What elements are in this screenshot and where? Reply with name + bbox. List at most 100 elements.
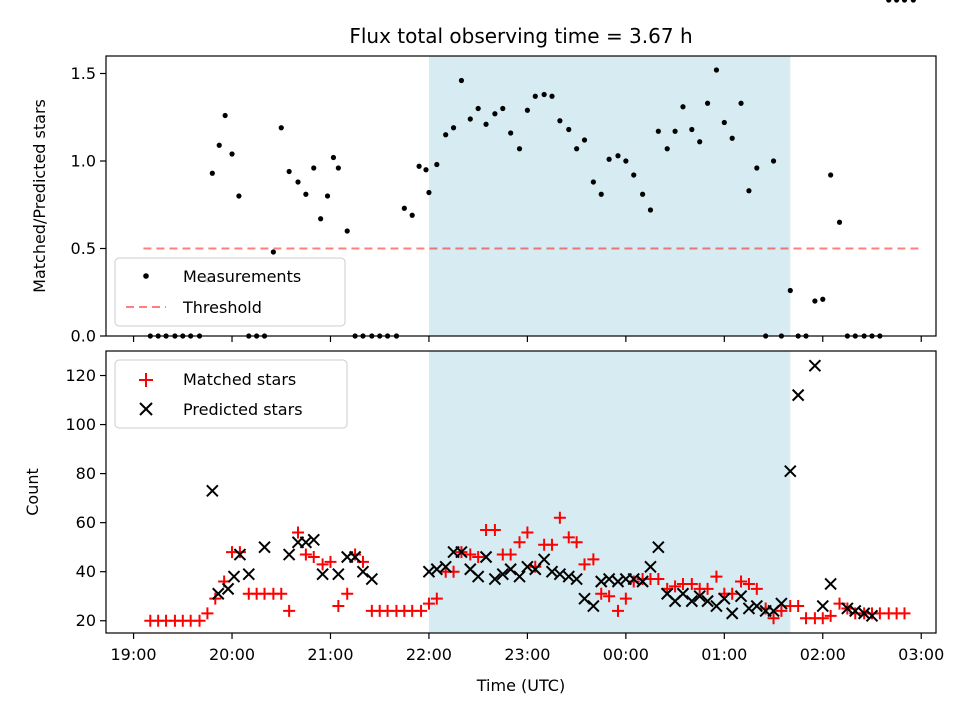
matched-star-point: [415, 604, 428, 617]
top-panel-shaded-interval: [428, 56, 791, 336]
predicted-star-point: [307, 533, 320, 547]
measurement-point: [508, 130, 514, 136]
measurement-point: [647, 207, 654, 213]
matched-star-point: [422, 597, 435, 610]
measurement-point: [318, 216, 324, 222]
predicted-star-point: [849, 604, 862, 618]
measurement-point: [236, 193, 242, 199]
top-y-axis-label: Matched/Predicted stars: [30, 99, 49, 293]
matched-star-point: [735, 575, 748, 588]
matched-star-point: [824, 609, 837, 622]
predicted-star-point: [841, 602, 854, 615]
matched-star-point: [529, 560, 542, 573]
matched-star-point: [578, 558, 591, 571]
matched-star-point: [316, 558, 329, 571]
measurement-point: [704, 100, 711, 106]
matched-star-point: [898, 607, 911, 620]
predicted-star-point: [693, 590, 706, 603]
matched-star-point: [324, 555, 337, 568]
predicted-star-point: [808, 359, 822, 372]
measurement-point: [590, 179, 596, 185]
measurement-point: [770, 158, 777, 164]
measurement-point: [713, 67, 720, 73]
measurement-point: [335, 165, 341, 171]
predicted-star-point: [595, 575, 608, 588]
matched-star-point: [553, 511, 566, 524]
matched-star-point: [349, 548, 362, 561]
predicted-star-point: [513, 570, 526, 583]
predicted-star-point: [299, 536, 313, 549]
predicted-star-point: [206, 484, 219, 497]
predicted-star-point: [570, 572, 583, 586]
predicted-star-point: [471, 570, 485, 583]
matched-star-point: [341, 587, 354, 600]
measurement-point: [639, 191, 646, 197]
legend-measurements-label: Measurements: [183, 267, 301, 286]
measurement-point: [721, 119, 727, 126]
predicted-star-point: [750, 599, 764, 613]
predicted-star-point: [365, 572, 379, 586]
bottom-legend: Matched stars Predicted stars: [114, 359, 348, 429]
bottom-panel-frame: [105, 350, 937, 634]
bottom-panel-shaded-interval: [428, 351, 791, 633]
measurement-point: [311, 165, 317, 171]
bottom-x-axis-ticks: 19:00 20:00 21:00 22:00 23:00 00:00 01:00 02:00…: [111, 633, 944, 664]
predicted-star-point: [857, 607, 871, 620]
predicted-star-point: [529, 563, 542, 576]
measurement-point: [409, 212, 415, 218]
matched-star-point: [283, 604, 296, 617]
predicted-star-point: [282, 548, 296, 561]
predicted-star-point: [356, 565, 370, 578]
measurement-point: [787, 287, 793, 294]
predicted-star-point: [348, 550, 362, 564]
matched-star-point: [611, 604, 624, 617]
measurement-point: [401, 205, 407, 211]
matched-star-point: [595, 587, 608, 600]
predicted-star-point: [644, 560, 657, 573]
predicted-star-point: [725, 607, 739, 620]
predicted-star-point: [332, 567, 345, 581]
measurement-point: [532, 93, 538, 99]
x-tick-label: 03:00: [898, 645, 944, 664]
matched-star-point: [816, 612, 829, 625]
chart-title: Flux total observing time = 3.67 h: [349, 24, 692, 48]
measurement-point: [492, 111, 498, 117]
measurement-point: [458, 77, 465, 84]
predicted-star-point: [488, 572, 502, 586]
matched-star-point: [759, 602, 772, 615]
x-tick-label: 22:00: [406, 645, 452, 664]
x-tick-label: 20:00: [209, 645, 255, 664]
predicted-star-point: [316, 567, 329, 581]
x-tick-label: 02:00: [800, 645, 846, 664]
predicted-star-point: [439, 560, 452, 573]
matched-star-point: [669, 580, 682, 593]
measurement-point: [516, 146, 523, 152]
measurement-point: [216, 142, 222, 148]
matched-star-point: [275, 587, 288, 600]
top-y-tick-label: 1.5: [71, 64, 96, 83]
legend-measurements-marker: [143, 273, 149, 279]
measurement-point: [566, 126, 572, 133]
predicted-star-point: [734, 590, 748, 603]
measurement-point: [541, 91, 547, 98]
bottom-y-tick-label: 40: [76, 562, 96, 581]
matched-star-point: [233, 546, 246, 559]
legend-matched-label: Matched stars: [183, 370, 296, 389]
measurement-point: [697, 139, 703, 145]
measurement-point: [729, 135, 735, 141]
measurement-point: [423, 167, 429, 173]
matched-star-point: [546, 538, 559, 551]
x-axis-label: Time (UTC): [476, 676, 565, 695]
predicted-star-point: [221, 582, 235, 596]
measurement-point: [754, 165, 760, 171]
predicted-star-point: [611, 575, 625, 588]
bottom-y-axis-label: Count: [23, 468, 42, 516]
predicted-star-point: [537, 553, 551, 566]
predicted-star-point: [742, 602, 756, 615]
measurement-point: [426, 189, 432, 196]
matched-star-point: [792, 600, 805, 613]
measurement-point: [549, 93, 555, 99]
x-tick-label: 21:00: [307, 645, 353, 664]
legend-matched-marker: [139, 373, 153, 387]
matched-star-point: [767, 612, 780, 625]
